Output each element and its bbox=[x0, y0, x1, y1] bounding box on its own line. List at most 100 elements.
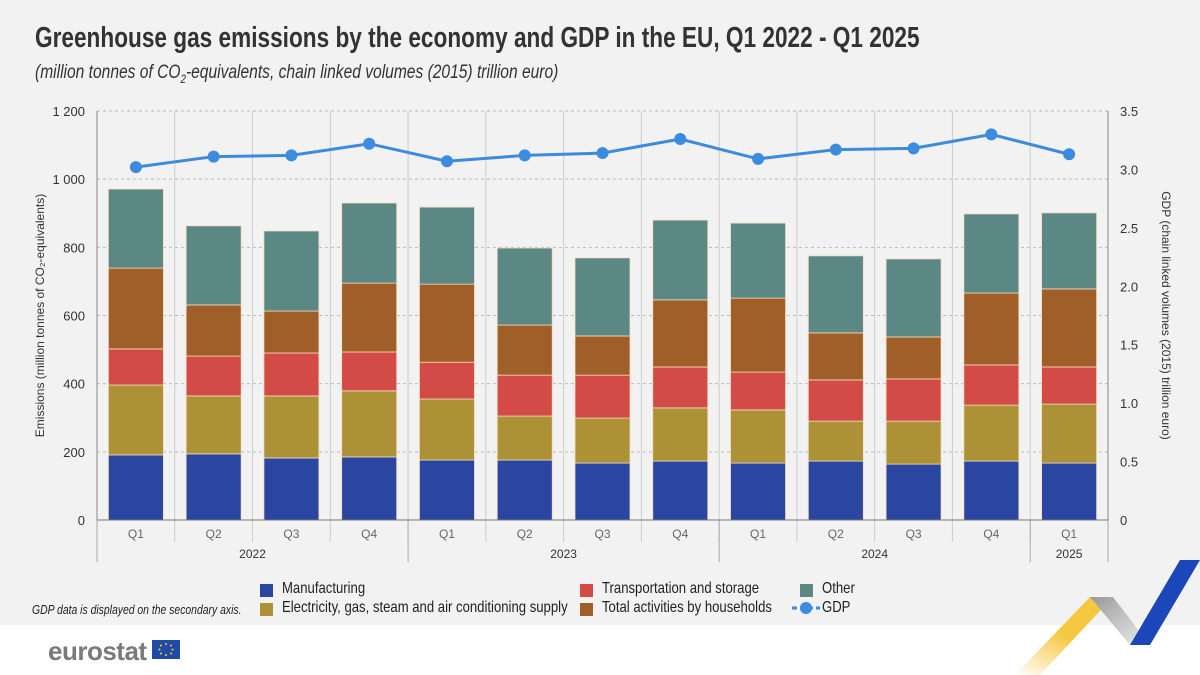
bar-segment bbox=[574, 417, 631, 464]
bar-segment bbox=[652, 460, 709, 521]
bar-segment bbox=[496, 415, 553, 461]
bar-segment bbox=[263, 230, 320, 312]
y-tick-label: 800 bbox=[63, 240, 85, 255]
bar-segment bbox=[419, 283, 475, 363]
chart-subtitle: (million tonnes of CO2-equivalents, chai… bbox=[35, 62, 558, 86]
subtitle-part: (million tonnes of CO bbox=[35, 62, 181, 83]
y2-tick-label: 1.0 bbox=[1120, 396, 1138, 411]
bar-segment bbox=[1041, 403, 1098, 464]
bar-segment bbox=[963, 364, 1020, 406]
subtitle-subscript: 2 bbox=[180, 71, 186, 86]
legend-electricity: Electricity, gas, steam and air conditio… bbox=[282, 599, 568, 616]
bar-segment bbox=[496, 324, 553, 376]
bar-segment bbox=[263, 310, 320, 354]
chart-title: Greenhouse gas emissions by the economy … bbox=[35, 22, 920, 54]
x-year-label: 2024 bbox=[861, 547, 888, 561]
bar-segment bbox=[185, 395, 242, 455]
y2-tick-label: 0 bbox=[1120, 513, 1127, 528]
y-tick-label: 1 200 bbox=[52, 104, 85, 119]
x-year-label: 2023 bbox=[550, 547, 577, 561]
bar-segment bbox=[263, 457, 320, 521]
legend-manufacturing: Manufacturing bbox=[282, 580, 366, 597]
bar-segment bbox=[730, 297, 786, 373]
x-tick-label: Q1 bbox=[439, 527, 455, 541]
gdp-point bbox=[1063, 148, 1076, 161]
y-tick-label: 400 bbox=[63, 377, 85, 392]
gdp-point bbox=[363, 137, 376, 150]
y-tick-label: 0 bbox=[78, 513, 85, 528]
legend-swatch-households bbox=[580, 603, 593, 616]
bar-segment bbox=[885, 463, 942, 521]
subtitle-part: -equivalents, chain linked volumes (2015… bbox=[185, 62, 559, 83]
legend-swatch-manufacturing bbox=[260, 584, 273, 597]
x-tick-label: Q3 bbox=[594, 527, 610, 541]
secondary-axis-note: GDP data is displayed on the secondary a… bbox=[32, 602, 242, 617]
bar-segment bbox=[652, 299, 709, 368]
y2-tick-label: 3.5 bbox=[1120, 104, 1138, 119]
bar-segment bbox=[496, 459, 553, 521]
gdp-point bbox=[985, 128, 998, 141]
bar-segment bbox=[107, 267, 164, 350]
bar-segment bbox=[1041, 462, 1098, 521]
bar-segment bbox=[963, 213, 1020, 294]
bar-segment bbox=[574, 335, 631, 376]
x-tick-label: Q2 bbox=[517, 527, 533, 541]
bar-segment bbox=[341, 202, 398, 284]
y2-tick-label: 0.5 bbox=[1120, 455, 1138, 470]
legend-swatch-transportation bbox=[580, 584, 593, 597]
bar-segment bbox=[730, 409, 786, 464]
bar-segment bbox=[963, 404, 1020, 462]
x-tick-label: Q2 bbox=[828, 527, 844, 541]
y2-axis-title: GDP (chain linked volumes (2015) trillio… bbox=[1159, 191, 1173, 440]
bar-segment bbox=[1041, 366, 1098, 405]
bar-segment bbox=[652, 219, 709, 301]
bar-segment bbox=[807, 460, 864, 521]
y2-tick-label: 3.0 bbox=[1120, 162, 1138, 177]
bar-segment bbox=[496, 374, 553, 417]
x-year-label: 2025 bbox=[1056, 547, 1083, 561]
bar-segment bbox=[963, 460, 1020, 521]
legend-transportation: Transportation and storage bbox=[602, 580, 760, 597]
x-tick-label: Q3 bbox=[906, 527, 922, 541]
bar-segment bbox=[341, 351, 398, 392]
eu-flag-icon bbox=[152, 640, 180, 659]
bar-segment bbox=[1041, 212, 1098, 290]
y2-tick-label: 1.5 bbox=[1120, 338, 1138, 353]
gdp-point bbox=[829, 143, 842, 156]
gdp-point bbox=[440, 155, 453, 168]
bar-segment bbox=[885, 258, 942, 338]
gdp-point bbox=[129, 161, 142, 174]
bar-segment bbox=[496, 247, 553, 326]
x-tick-label: Q1 bbox=[1061, 527, 1077, 541]
x-tick-label: Q4 bbox=[983, 527, 999, 541]
x-tick-label: Q1 bbox=[128, 527, 144, 541]
bar-segment bbox=[107, 348, 164, 386]
legend-swatch-other bbox=[800, 584, 813, 597]
chart-svg: 0 200 400 600 800 1 000 1 200 0 0.5 1.0 1.5 2.0 2.5 3… bbox=[33, 104, 1173, 562]
bar-segment bbox=[885, 378, 942, 422]
bar-segment bbox=[652, 366, 709, 409]
bar-segment bbox=[807, 332, 864, 381]
bar-segment bbox=[652, 407, 709, 462]
x-tick-label: Q4 bbox=[361, 527, 377, 541]
x-tick-label: Q1 bbox=[750, 527, 766, 541]
gdp-point bbox=[207, 150, 220, 163]
legend-gdp-line-icon bbox=[792, 602, 820, 614]
bar-segment bbox=[963, 292, 1020, 366]
gdp-point bbox=[907, 142, 920, 155]
bar-segment bbox=[574, 462, 631, 521]
y2-tick-label: 2.5 bbox=[1120, 221, 1138, 236]
bar-segment bbox=[263, 395, 320, 459]
bar-segment bbox=[574, 257, 631, 337]
bar-segment bbox=[185, 453, 242, 521]
bar-segment bbox=[419, 398, 475, 461]
y-tick-label: 200 bbox=[63, 445, 85, 460]
legend-gdp: GDP bbox=[822, 599, 851, 616]
bar-segment bbox=[185, 355, 242, 397]
bar-segment bbox=[807, 420, 864, 462]
bar-segment bbox=[574, 374, 631, 419]
bar-segment bbox=[419, 206, 475, 285]
bar-segment bbox=[807, 255, 864, 334]
y-tick-label: 600 bbox=[63, 309, 85, 324]
bar-segment bbox=[185, 225, 242, 306]
